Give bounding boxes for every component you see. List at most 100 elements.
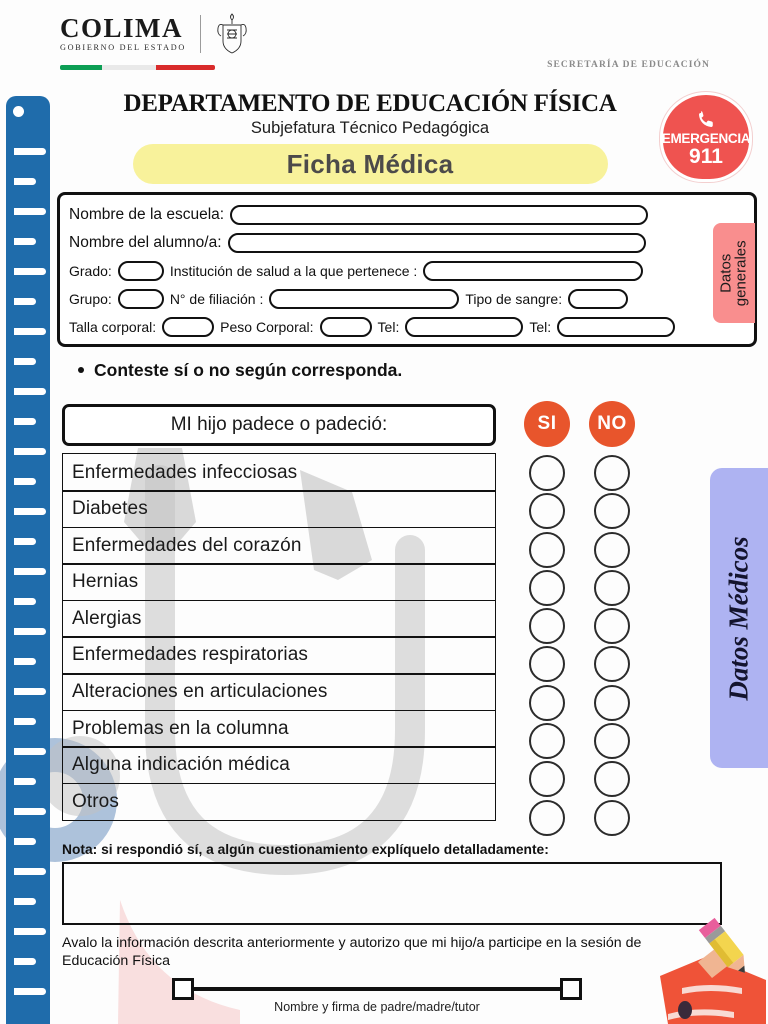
tel1-input[interactable] xyxy=(405,317,524,337)
field-row-student: Nombre del alumno/a: xyxy=(69,229,717,257)
state-crest-icon xyxy=(217,13,247,54)
no-option-circle[interactable] xyxy=(594,723,630,760)
conditions-question-header: MI hijo padece o padeció: xyxy=(62,404,496,446)
signature-caption: Nombre y firma de padre/madre/tutor xyxy=(274,1000,480,1014)
condition-row: Enfermedades infecciosas xyxy=(62,453,496,492)
no-option-circle[interactable] xyxy=(594,569,630,606)
student-label: Nombre del alumno/a: xyxy=(69,234,222,251)
general-data-section: Nombre de la escuela: Nombre del alumno/… xyxy=(57,192,757,347)
affiliation-input[interactable] xyxy=(269,289,460,309)
school-input[interactable] xyxy=(230,205,649,225)
no-column-header: NO xyxy=(589,401,635,447)
tab-medicos-label: Datos Médicos xyxy=(723,535,754,701)
condition-row: Enfermedades del corazón xyxy=(62,526,496,565)
condition-row: Otros xyxy=(62,782,496,821)
tel2-input[interactable] xyxy=(557,317,676,337)
emergency-shield xyxy=(660,92,752,182)
emergency-label: EMERGENCIA xyxy=(661,130,751,146)
ruler-hole xyxy=(13,106,24,117)
blood-type-label: Tipo de sangre: xyxy=(465,291,563,307)
instruction-text: Conteste sí o no según corresponda. xyxy=(94,360,403,380)
health-institution-input[interactable] xyxy=(423,261,644,281)
field-row-group: Grupo: N° de filiación : Tipo de sangre: xyxy=(69,285,717,313)
signature-box-right[interactable] xyxy=(560,978,582,1000)
subheading: Subjefatura Técnico Pedagógica xyxy=(250,119,490,137)
height-input[interactable] xyxy=(162,317,215,337)
yes-option-circle[interactable] xyxy=(529,531,565,568)
no-option-circle[interactable] xyxy=(594,531,630,568)
no-option-circle[interactable] xyxy=(594,646,630,683)
no-option-circle[interactable] xyxy=(594,799,630,836)
bullet-icon xyxy=(78,366,84,373)
yes-option-circle[interactable] xyxy=(529,799,565,836)
yes-badge: SI xyxy=(524,401,570,447)
note-textarea[interactable] xyxy=(62,862,722,925)
signature-box-left[interactable] xyxy=(172,978,194,1000)
department-title: DEPARTAMENTO DE EDUCACIÓN FÍSICA xyxy=(123,90,617,117)
page-header: COLIMA GOBIERNO DEL ESTADO xyxy=(0,0,768,86)
no-option-circle[interactable] xyxy=(594,761,630,798)
conditions-table: Enfermedades infecciosas Diabetes Enfermed… xyxy=(62,453,496,821)
emergency-badge: EMERGENCIA 911 xyxy=(656,88,756,186)
yes-option-circle[interactable] xyxy=(529,493,565,530)
yes-option-circle[interactable] xyxy=(529,455,565,491)
yes-option-circle[interactable] xyxy=(529,608,565,645)
school-label: Nombre de la escuela: xyxy=(69,206,225,223)
phone-icon xyxy=(699,110,713,127)
no-option-circle[interactable] xyxy=(594,493,630,530)
condition-row: Enfermedades respiratorias xyxy=(62,636,496,675)
signature-area[interactable]: Nombre y firma de padre/madre/tutor xyxy=(172,978,582,1018)
form-title: Ficha Médica xyxy=(286,148,454,179)
logo-title: COLIMA xyxy=(60,13,183,44)
form-title-banner: Ficha Médica xyxy=(132,144,608,184)
affiliation-label: N° de filiación : xyxy=(169,291,264,307)
tab-generales-line2: generales xyxy=(733,240,751,306)
condition-row: Problemas en la columna xyxy=(62,709,496,748)
weight-input[interactable] xyxy=(319,317,372,337)
grade-label: Grado: xyxy=(69,263,112,279)
tel2-label: Tel: xyxy=(529,319,552,335)
no-option-circle[interactable] xyxy=(594,684,630,721)
condition-row: Alteraciones en articulaciones xyxy=(62,672,496,712)
note-label: Nota: si respondió sí, a algún cuestiona… xyxy=(62,842,549,857)
grade-input[interactable] xyxy=(117,261,164,281)
colima-logo: COLIMA GOBIERNO DEL ESTADO xyxy=(60,12,300,70)
authorization-text: Avalo la información descrita anteriorme… xyxy=(62,935,642,969)
height-label: Talla corporal: xyxy=(69,319,157,335)
emergency-number: 911 xyxy=(689,145,723,169)
no-badge: NO xyxy=(589,401,635,447)
secretaria-label: SECRETARÍA DE EDUCACIÓN xyxy=(547,60,710,70)
yes-option-circle[interactable] xyxy=(529,684,565,721)
condition-label: Enfermedades respiratorias xyxy=(72,644,308,666)
logo-subtitle: GOBIERNO DEL ESTADO xyxy=(60,43,186,53)
no-option-column xyxy=(594,455,630,838)
yes-option-circle[interactable] xyxy=(529,761,565,798)
title-block: DEPARTAMENTO DE EDUCACIÓN FÍSICA Subjefa… xyxy=(110,90,630,184)
yes-option-circle[interactable] xyxy=(529,646,565,683)
datos-medicos-tab: Datos Médicos xyxy=(710,468,768,768)
tel1-label: Tel: xyxy=(377,319,400,335)
condition-label: Hernias xyxy=(72,571,139,593)
hand-holding-pencil-icon xyxy=(660,917,766,1024)
condition-label: Enfermedades del corazón xyxy=(72,534,302,556)
yes-column-header: SI xyxy=(524,401,570,447)
blood-type-input[interactable] xyxy=(568,289,629,309)
no-option-circle[interactable] xyxy=(594,455,630,491)
no-option-circle[interactable] xyxy=(594,608,630,645)
blue-ruler-icon xyxy=(6,96,50,1024)
student-input[interactable] xyxy=(227,233,646,253)
field-row-school: Nombre de la escuela: xyxy=(69,201,717,229)
field-row-body: Talla corporal: Peso Corporal: Tel: Tel: xyxy=(69,313,717,341)
condition-label: Otros xyxy=(72,790,119,812)
yes-option-circle[interactable] xyxy=(529,723,565,760)
yes-option-column xyxy=(529,455,565,838)
condition-label: Enfermedades infecciosas xyxy=(72,461,298,483)
yes-option-circle[interactable] xyxy=(529,569,565,606)
signature-line xyxy=(193,987,561,991)
health-institution-label: Institución de salud a la que pertenece … xyxy=(169,263,418,279)
group-input[interactable] xyxy=(117,289,164,309)
condition-label: Alteraciones en articulaciones xyxy=(72,681,328,703)
instruction-line: Conteste sí o no según corresponda. xyxy=(78,360,402,381)
logo-divider xyxy=(199,15,201,53)
